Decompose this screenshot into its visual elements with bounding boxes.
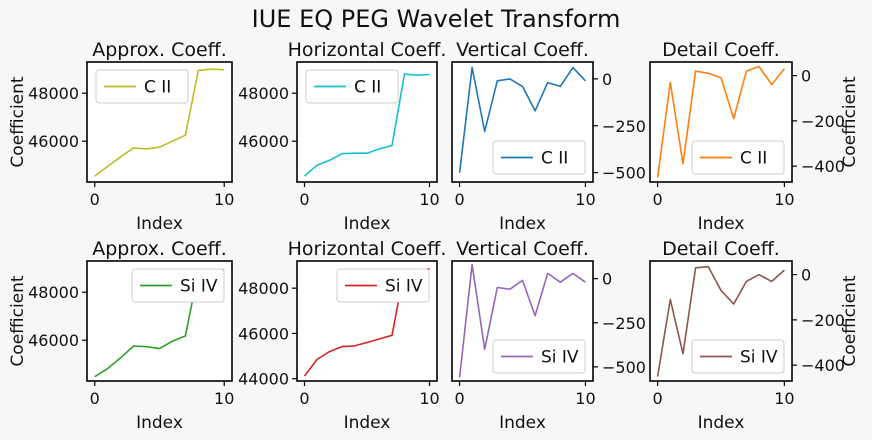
y-tick-label: −500 — [602, 164, 646, 183]
x-tick-label: 10 — [419, 190, 439, 209]
subplot-title: Horizontal Coeff. — [288, 238, 447, 260]
y-axis-label: Coefficient — [840, 76, 860, 167]
y-tick-label: 0 — [801, 266, 811, 285]
y-tick-label: 46000 — [238, 132, 289, 151]
subplot-7: Vertical Coeff. 0 10 0 −250 −500 Index Si IV — [451, 238, 646, 433]
y-axis-label: Coefficient — [8, 76, 28, 167]
legend: C II — [305, 69, 399, 104]
subplot-5: Approx. Coeff. 0 10 46000 48000 Index Coeffici… — [8, 238, 234, 433]
legend-label: C II — [541, 149, 568, 169]
legend-box — [492, 140, 586, 175]
x-axis-label: Index — [499, 413, 546, 433]
x-axis-label: Index — [698, 214, 745, 234]
x-tick-label: 10 — [575, 389, 595, 408]
subplot-4: Detail Coeff. 0 10 0 −200 −400 Index Coefficien… — [649, 39, 860, 234]
legend: C II — [691, 140, 785, 175]
y-tick-label: 48000 — [238, 279, 289, 298]
x-axis-label: Index — [136, 214, 183, 234]
subplot-2: Horizontal Coeff. 0 10 46000 48000 Index C II — [238, 39, 446, 234]
y-tick-label: 0 — [801, 67, 811, 86]
y-tick-label: −400 — [801, 157, 845, 176]
subplot-3: Vertical Coeff. 0 10 0 −250 −500 Index C II — [451, 39, 646, 234]
legend: C II — [95, 69, 189, 104]
subplot-title: Approx. Coeff. — [92, 238, 227, 260]
y-tick-label: −500 — [602, 358, 646, 377]
subplot-title: Horizontal Coeff. — [288, 39, 447, 61]
x-tick-label: 0 — [454, 190, 464, 209]
y-tick-label: −400 — [801, 356, 845, 375]
subplot-title: Vertical Coeff. — [456, 238, 589, 260]
y-tick-label: −250 — [602, 314, 646, 333]
y-tick-label: 46000 — [28, 331, 79, 350]
legend: Si IV — [492, 339, 586, 374]
legend-label: C II — [354, 78, 381, 98]
legend-box — [336, 268, 430, 303]
legend-box — [492, 339, 586, 374]
y-tick-label: 0 — [602, 70, 612, 89]
y-tick-label: 48000 — [28, 84, 79, 103]
legend: Si IV — [131, 268, 225, 303]
legend-box — [95, 69, 189, 104]
x-tick-label: 10 — [774, 190, 794, 209]
x-tick-label: 0 — [454, 389, 464, 408]
x-tick-label: 10 — [214, 389, 234, 408]
y-tick-label: 44000 — [238, 370, 289, 389]
legend-label: Si IV — [180, 277, 218, 297]
figure-title: IUE EQ PEG Wavelet Transform — [252, 5, 621, 33]
series-line — [458, 66, 586, 173]
y-tick-label: −250 — [602, 117, 646, 136]
series-line — [656, 65, 786, 178]
series-line — [458, 263, 586, 378]
x-axis-label: Index — [499, 214, 546, 234]
x-tick-label: 10 — [419, 389, 439, 408]
x-tick-label: 10 — [774, 389, 794, 408]
subplot-1: Approx. Coeff. 0 10 46000 48000 Index Coeffici… — [8, 39, 234, 234]
y-tick-label: 46000 — [28, 132, 79, 151]
y-tick-label: 0 — [602, 270, 612, 289]
subplot-title: Detail Coeff. — [662, 39, 780, 61]
series-line — [656, 265, 785, 377]
legend: C II — [492, 140, 586, 175]
subplot-title: Approx. Coeff. — [92, 39, 227, 61]
legend-box — [131, 268, 225, 303]
x-axis-label: Index — [344, 413, 391, 433]
legend-box — [691, 140, 785, 175]
x-tick-label: 0 — [299, 190, 309, 209]
legend-label: Si IV — [740, 348, 778, 368]
subplot-title: Vertical Coeff. — [456, 39, 589, 61]
y-tick-label: −200 — [801, 311, 845, 330]
legend: Si IV — [336, 268, 430, 303]
y-tick-label: 48000 — [28, 283, 79, 302]
x-tick-label: 0 — [90, 389, 100, 408]
legend-label: C II — [144, 78, 171, 98]
y-axis-label: Coefficient — [840, 275, 860, 366]
x-axis-label: Index — [136, 413, 183, 433]
legend-label: C II — [740, 149, 767, 169]
x-axis-label: Index — [698, 413, 745, 433]
legend-label: Si IV — [541, 348, 579, 368]
x-tick-label: 10 — [214, 190, 234, 209]
y-axis-label: Coefficient — [8, 275, 28, 366]
legend-box — [305, 69, 399, 104]
legend-box — [691, 339, 785, 374]
legend-label: Si IV — [385, 277, 423, 297]
subplot-6: Horizontal Coeff. 0 10 44000 46000 48000 Index… — [238, 238, 446, 433]
series-line — [303, 73, 430, 177]
x-axis-label: Index — [344, 214, 391, 234]
x-tick-label: 0 — [90, 190, 100, 209]
x-tick-label: 0 — [299, 389, 309, 408]
series-line — [94, 68, 225, 177]
y-tick-label: 46000 — [238, 324, 289, 343]
x-tick-label: 0 — [653, 190, 663, 209]
subplot-8: Detail Coeff. 0 10 0 −200 −400 Index Coefficien… — [649, 238, 860, 433]
legend: Si IV — [691, 339, 785, 374]
x-tick-label: 0 — [653, 389, 663, 408]
y-tick-label: −200 — [801, 112, 845, 131]
subplot-title: Detail Coeff. — [662, 238, 780, 260]
x-tick-label: 10 — [575, 190, 595, 209]
y-tick-label: 48000 — [238, 84, 289, 103]
